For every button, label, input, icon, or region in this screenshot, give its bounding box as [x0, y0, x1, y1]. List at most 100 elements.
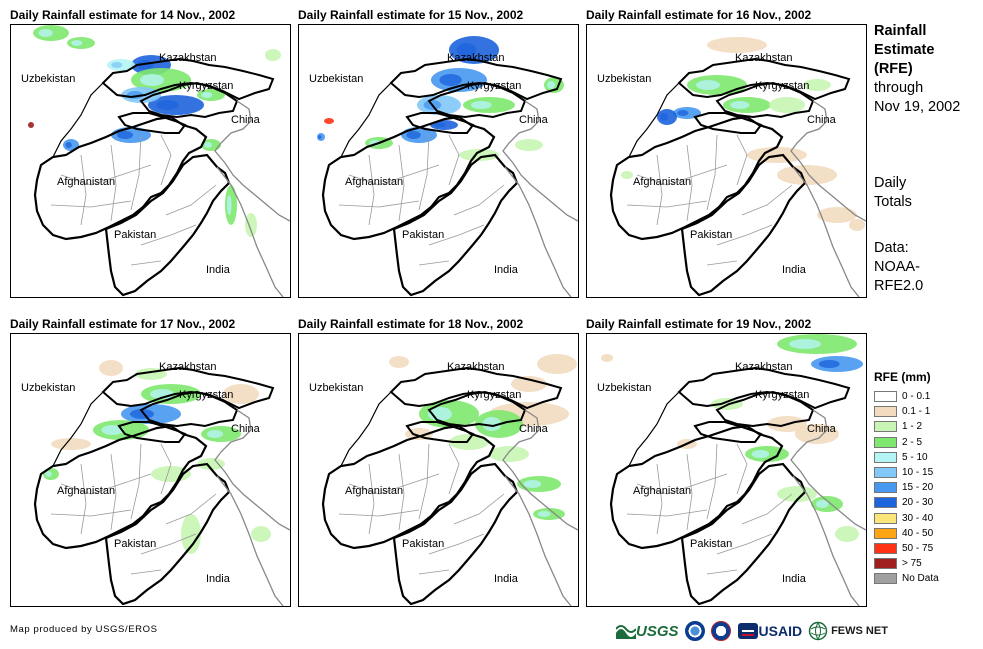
province-line — [60, 164, 152, 186]
province-line — [686, 144, 693, 222]
rain-core — [537, 511, 551, 517]
side-title-line: through — [874, 80, 924, 96]
province-line — [626, 509, 708, 517]
kyrgyzstan-border — [715, 390, 815, 428]
afghanistan-border — [321, 115, 496, 241]
legend-item: 15 - 20 — [874, 480, 939, 495]
province-line — [368, 154, 375, 226]
rainfall-map: Kazakhstan Uzbekistan Kyrgyzstan China Afgha… — [21, 25, 290, 297]
panel-title: Daily Rainfall estimate for 15 Nov., 200… — [298, 8, 524, 22]
country-label: Afghanistan — [57, 176, 115, 188]
rain-core — [439, 74, 462, 86]
china-border — [214, 409, 290, 531]
footer-credit: Map produced by USGS/EROS — [10, 624, 158, 635]
country-label: India — [782, 264, 807, 276]
china-border — [502, 409, 578, 531]
country-label: Kazakhstan — [159, 52, 216, 64]
totals-label: Totals — [874, 194, 912, 210]
province-line — [348, 164, 440, 186]
rain-patch — [28, 122, 34, 128]
rain-core — [45, 471, 52, 477]
rain-core — [207, 430, 223, 438]
legend-title: RFE (mm) — [874, 370, 931, 384]
side-title-line: Rainfall — [874, 23, 927, 39]
rain-patch — [795, 424, 839, 444]
country-label: Uzbekistan — [309, 382, 363, 394]
map-frame: Kazakhstan Uzbekistan Kyrgyzstan China Afgha… — [10, 24, 291, 298]
rain-core — [789, 339, 821, 349]
rain-patch — [515, 139, 543, 151]
province-line — [50, 200, 132, 208]
rain-patch — [459, 149, 499, 161]
province-line — [60, 473, 152, 495]
rain-core — [406, 131, 421, 139]
legend-swatch — [874, 421, 897, 433]
map-panel-nov-19: Daily Rainfall estimate for 19 Nov., 200… — [586, 317, 867, 607]
province-lines — [50, 443, 217, 575]
country-label: Kazakhstan — [447, 361, 504, 373]
noaa-roundel-icon — [684, 621, 705, 641]
country-label: China — [231, 423, 261, 435]
panel-title: Daily Rainfall estimate for 18 Nov., 200… — [298, 317, 524, 331]
rain-patch — [265, 49, 281, 61]
rain-patch — [849, 219, 865, 231]
rainfall-map: Kazakhstan Uzbekistan Kyrgyzstan China Afgha… — [597, 334, 866, 606]
country-label: Pakistan — [114, 229, 156, 241]
uzbekistan-border — [52, 82, 104, 158]
province-line — [453, 493, 505, 525]
data-source: NOAA- — [874, 259, 920, 275]
rain-patch — [511, 376, 547, 392]
rain-core — [660, 113, 668, 121]
tajikistan-border — [405, 112, 475, 134]
map-frame: Kazakhstan Uzbekistan Kyrgyzstan China Afgha… — [10, 333, 291, 607]
pakistan-border — [680, 462, 807, 606]
rain-patch — [449, 434, 489, 450]
province-line — [706, 260, 738, 266]
province-line — [428, 224, 485, 246]
country-label: Kyrgyzstan — [755, 80, 809, 92]
country-label: Kyrgyzstan — [179, 80, 233, 92]
uzbekistan-border — [340, 82, 392, 158]
province-line — [130, 134, 142, 211]
country-label: India — [206, 264, 231, 276]
kyrgyzstan-border — [427, 390, 527, 428]
afghanistan-border — [609, 115, 784, 241]
province-line — [160, 443, 172, 495]
rain-core — [434, 122, 446, 128]
province-line — [636, 164, 728, 186]
legend-label: 2 - 5 — [902, 436, 923, 448]
province-line — [636, 473, 728, 495]
country-label: Afghanistan — [345, 485, 403, 497]
rain-core — [204, 142, 212, 148]
pakistan-border — [104, 153, 231, 297]
country-label: Kyrgyzstan — [755, 389, 809, 401]
usaid-wordmark: USAID — [758, 623, 803, 639]
kyrgyzstan-border — [715, 81, 815, 119]
province-line — [140, 224, 197, 246]
province-lines — [50, 134, 217, 266]
india-border — [504, 166, 572, 297]
rain-patch — [389, 356, 409, 368]
legend-swatch — [874, 512, 897, 524]
india-border — [792, 166, 860, 297]
rain-patch — [197, 458, 225, 470]
province-line — [130, 260, 162, 266]
province-line — [656, 463, 663, 535]
legend-label: 20 - 30 — [902, 497, 934, 509]
kazakhstan-border — [389, 57, 563, 101]
rain-core — [318, 135, 322, 139]
province-line — [686, 453, 693, 531]
country-label: Kazakhstan — [159, 361, 216, 373]
country-label: Uzbekistan — [21, 73, 75, 85]
country-label: Pakistan — [690, 538, 732, 550]
rain-patch — [51, 438, 91, 450]
province-line — [626, 200, 708, 208]
rain-core — [751, 450, 770, 458]
legend-label: > 75 — [902, 558, 922, 570]
rain-core — [111, 62, 123, 68]
india-border — [216, 166, 284, 297]
side-title-line: (RFE) — [874, 61, 913, 77]
province-lines — [626, 134, 793, 266]
pakistan-border — [104, 462, 231, 606]
province-line — [130, 569, 162, 575]
